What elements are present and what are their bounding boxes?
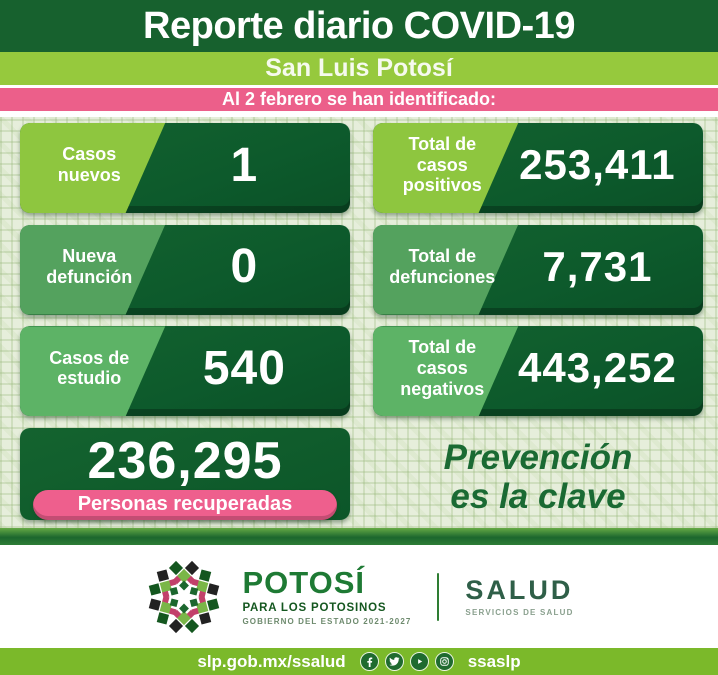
- stat-card-casos-nuevos: Casos nuevos 1: [20, 123, 350, 213]
- salud-logo-title: SALUD: [465, 574, 574, 605]
- potosi-logo-block: POTOSÍ PARA LOS POTOSINOS GOBIERNO DEL E…: [242, 565, 412, 626]
- stat-row-2: Nueva defunción 0 Total de defunciones 7…: [20, 224, 703, 315]
- twitter-icon[interactable]: [384, 652, 404, 671]
- stat-label: Total de casos negativos: [400, 337, 485, 399]
- potosi-emblem-icon: [145, 560, 224, 633]
- bottom-social-bar: slp.gob.mx/ssalud ssaslp: [0, 648, 718, 675]
- state-subtitle-bar: San Luis Potosí: [0, 52, 718, 85]
- social-icons: [359, 652, 454, 671]
- website-link[interactable]: slp.gob.mx/ssalud: [197, 651, 346, 671]
- date-line: Al 2 febrero se han identificado:: [221, 89, 497, 109]
- stat-value: 540: [202, 341, 286, 395]
- recovered-card: 236,295 Personas recuperadas: [20, 427, 350, 520]
- stat-row-1: Casos nuevos 1 Total de casos positivos …: [20, 123, 703, 213]
- footer-logos: POTOSÍ PARA LOS POTOSINOS GOBIERNO DEL E…: [0, 545, 718, 648]
- slogan-line-2: es la clave: [450, 476, 626, 516]
- state-name: San Luis Potosí: [265, 54, 453, 82]
- stat-label: Casos nuevos: [57, 144, 121, 185]
- stat-card-total-defunciones: Total de defunciones 7,731: [373, 224, 703, 315]
- stat-value: 0: [230, 240, 259, 294]
- stat-row-4: 236,295 Personas recuperadas Prevención …: [20, 427, 703, 520]
- instagram-icon[interactable]: [434, 652, 454, 671]
- stats-area: Casos nuevos 1 Total de casos positivos …: [0, 117, 718, 528]
- social-handle[interactable]: ssaslp: [467, 651, 521, 671]
- stat-label: Casos de estudio: [49, 347, 130, 389]
- recovered-label-pill: Personas recuperadas: [33, 489, 337, 520]
- stat-label: Total de defunciones: [389, 245, 496, 287]
- potosi-logo-subtitle: PARA LOS POTOSINOS: [242, 601, 387, 614]
- separator-gap: [0, 111, 718, 117]
- salud-logo-block: SALUD SERVICIOS DE SALUD: [465, 574, 574, 618]
- prevention-slogan: Prevención es la clave: [373, 428, 703, 520]
- slogan-line-1: Prevención: [443, 437, 633, 477]
- report-title: Reporte diario COVID-19: [143, 4, 575, 47]
- recovered-value: 236,295: [87, 431, 283, 490]
- separator-line: [0, 85, 718, 88]
- stat-label: Nueva defunción: [46, 245, 133, 287]
- salud-logo-subtitle: SERVICIOS DE SALUD: [465, 607, 574, 617]
- logo-divider: [437, 572, 440, 621]
- stat-label: Total de casos positivos: [402, 133, 482, 196]
- youtube-icon[interactable]: [409, 652, 429, 671]
- stat-value: 443,252: [517, 344, 677, 392]
- stat-card-casos-estudio: Casos de estudio 540: [20, 326, 350, 417]
- stat-value: 7,731: [542, 242, 653, 290]
- report-title-bar: Reporte diario COVID-19: [0, 0, 718, 52]
- stat-card-total-positivos: Total de casos positivos 253,411: [373, 123, 703, 213]
- green-divider-strip: [0, 528, 718, 545]
- stat-card-nueva-defuncion: Nueva defunción 0: [20, 224, 350, 315]
- date-bar: Al 2 febrero se han identificado:: [0, 88, 718, 111]
- stat-row-3: Casos de estudio 540 Total de casos nega…: [20, 326, 703, 417]
- potosi-logo-caption: GOBIERNO DEL ESTADO 2021-2027: [242, 616, 412, 626]
- stat-value: 253,411: [519, 141, 676, 188]
- facebook-icon[interactable]: [359, 652, 379, 671]
- stat-card-total-negativos: Total de casos negativos 443,252: [373, 326, 703, 417]
- stat-value: 1: [230, 138, 259, 192]
- potosi-logo-title: POTOSÍ: [242, 565, 366, 600]
